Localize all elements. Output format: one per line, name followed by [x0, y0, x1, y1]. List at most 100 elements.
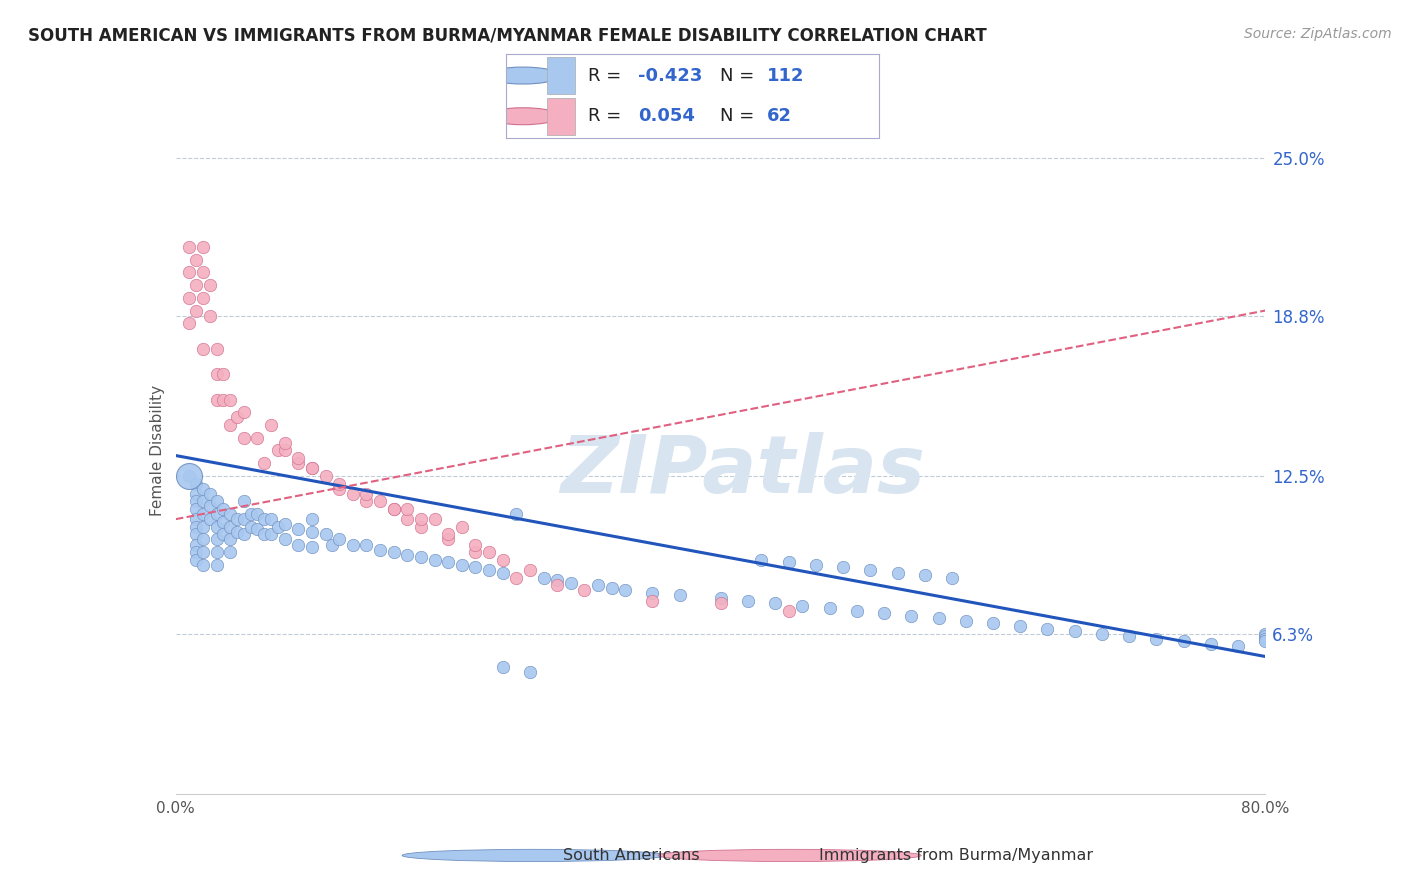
- Point: [274, 517, 297, 532]
- Point: [1254, 634, 1277, 648]
- Point: [186, 252, 208, 267]
- Point: [437, 555, 460, 569]
- Point: [492, 553, 515, 567]
- Point: [792, 599, 814, 613]
- Text: R =: R =: [588, 107, 621, 125]
- Point: [328, 482, 350, 496]
- Point: [778, 555, 800, 569]
- Point: [191, 533, 214, 547]
- Point: [246, 507, 269, 521]
- Point: [205, 533, 228, 547]
- Point: [186, 512, 208, 526]
- Point: [845, 604, 868, 618]
- Point: [191, 558, 214, 572]
- Point: [437, 527, 460, 541]
- Point: [328, 476, 350, 491]
- Point: [267, 443, 290, 458]
- Point: [186, 538, 208, 552]
- Point: [941, 571, 963, 585]
- Point: [586, 578, 609, 592]
- Point: [546, 578, 568, 592]
- Point: [778, 604, 800, 618]
- Point: [1173, 634, 1195, 648]
- Point: [1063, 624, 1085, 638]
- Point: [212, 502, 235, 516]
- Point: [409, 550, 432, 565]
- Point: [287, 451, 309, 466]
- Point: [505, 507, 527, 521]
- Point: [464, 545, 486, 559]
- Point: [205, 545, 228, 559]
- Point: [315, 527, 337, 541]
- Bar: [547, 57, 575, 95]
- Point: [219, 392, 242, 407]
- Point: [356, 494, 378, 508]
- Point: [226, 410, 249, 425]
- Point: [423, 553, 446, 567]
- Point: [505, 571, 527, 585]
- Point: [423, 512, 446, 526]
- Point: [382, 502, 405, 516]
- Point: [186, 476, 208, 491]
- Point: [301, 540, 323, 554]
- Point: [301, 524, 323, 539]
- Circle shape: [402, 849, 665, 862]
- Point: [287, 522, 309, 536]
- Point: [1254, 629, 1277, 643]
- Point: [205, 558, 228, 572]
- Point: [191, 240, 214, 254]
- Point: [219, 417, 242, 432]
- Point: [1144, 632, 1167, 646]
- Text: Source: ZipAtlas.com: Source: ZipAtlas.com: [1244, 27, 1392, 41]
- Point: [519, 563, 541, 577]
- Point: [239, 520, 262, 534]
- Point: [1254, 632, 1277, 646]
- Point: [368, 542, 391, 557]
- Point: [560, 575, 582, 590]
- Point: [260, 527, 283, 541]
- Point: [219, 533, 242, 547]
- Point: [396, 512, 419, 526]
- Text: 62: 62: [768, 107, 792, 125]
- Point: [186, 303, 208, 318]
- Point: [186, 502, 208, 516]
- Point: [928, 611, 950, 625]
- Point: [274, 443, 297, 458]
- Point: [450, 520, 472, 534]
- Point: [1227, 640, 1250, 654]
- Point: [873, 607, 896, 621]
- Point: [409, 512, 432, 526]
- Point: [191, 520, 214, 534]
- Point: [253, 512, 276, 526]
- Point: [301, 461, 323, 475]
- Point: [179, 265, 201, 279]
- Point: [287, 456, 309, 470]
- Point: [356, 486, 378, 500]
- Text: Immigrants from Burma/Myanmar: Immigrants from Burma/Myanmar: [818, 848, 1092, 863]
- Text: N =: N =: [720, 67, 755, 85]
- Point: [574, 583, 596, 598]
- Point: [232, 512, 254, 526]
- Point: [368, 494, 391, 508]
- Point: [955, 614, 977, 628]
- Point: [274, 435, 297, 450]
- Point: [191, 291, 214, 305]
- Point: [232, 405, 254, 419]
- Point: [751, 553, 773, 567]
- Point: [356, 538, 378, 552]
- Circle shape: [485, 67, 560, 84]
- Point: [464, 560, 486, 574]
- Point: [328, 533, 350, 547]
- Point: [205, 392, 228, 407]
- Point: [212, 367, 235, 381]
- Point: [232, 431, 254, 445]
- Point: [186, 545, 208, 559]
- Point: [179, 316, 201, 330]
- Text: South Americans: South Americans: [562, 848, 700, 863]
- Point: [914, 568, 936, 582]
- Point: [198, 500, 221, 514]
- Point: [981, 616, 1004, 631]
- Point: [737, 593, 759, 607]
- Point: [1254, 626, 1277, 640]
- Text: 112: 112: [768, 67, 804, 85]
